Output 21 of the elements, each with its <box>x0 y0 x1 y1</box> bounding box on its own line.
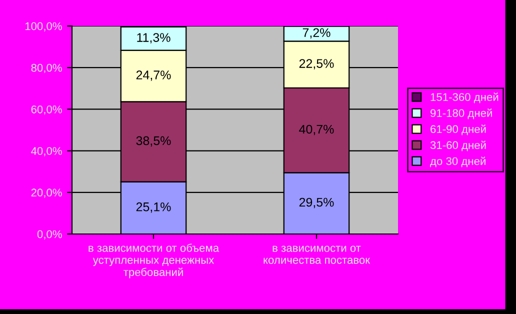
data-label: 22,5% <box>299 59 334 70</box>
x-tick-label: в зависимости от количества поставок <box>264 246 370 264</box>
data-label: 11,3% <box>137 33 170 44</box>
x-tick-label: в зависимости от объема уступленных денежных требований <box>88 244 220 278</box>
y-tick-label: 80,0% <box>31 64 62 74</box>
data-label: 38,5% <box>136 136 171 147</box>
data-label: 40,7% <box>299 124 334 136</box>
y-tick-label: 0,0% <box>37 230 62 240</box>
y-tick-label: 100,0% <box>25 22 62 32</box>
legend-label: 91-180 дней <box>430 108 492 120</box>
data-label: 24,7% <box>136 70 171 81</box>
data-label: 29,5% <box>299 198 334 208</box>
legend-label: 31-60 дней <box>430 140 486 152</box>
legend-label: до 30 дней <box>430 156 486 168</box>
data-label: 7,2% <box>302 28 330 39</box>
y-tick-label: 20,0% <box>31 188 62 198</box>
legend-label: 61-90 дней <box>430 124 486 136</box>
y-tick-label: 60,0% <box>31 105 62 115</box>
y-tick-label: 40,0% <box>31 147 62 156</box>
legend-label: 151-360 дней <box>430 92 498 104</box>
data-label: 25,1% <box>136 202 171 213</box>
